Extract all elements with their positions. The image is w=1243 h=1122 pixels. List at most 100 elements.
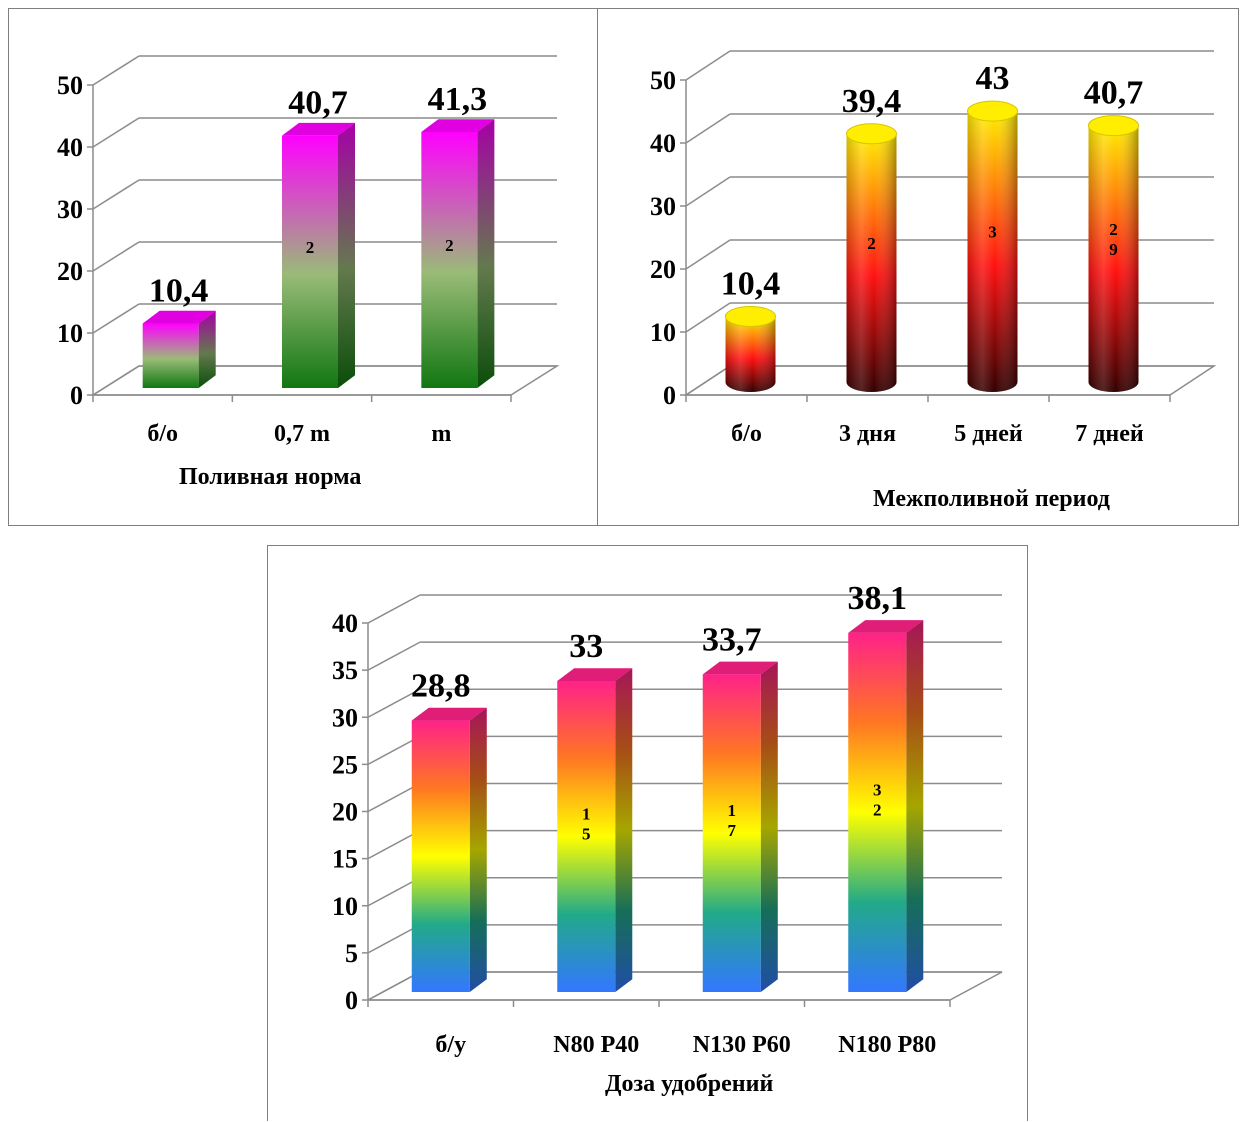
bar: 32: [848, 620, 924, 992]
gridline-side: [92, 179, 140, 210]
x-tick-label: 0,7 m: [274, 421, 330, 447]
data-label: 38,1: [848, 580, 908, 617]
y-tick-label: 40: [332, 609, 358, 638]
bar-top-shade: [282, 122, 355, 136]
y-tick-label: 10: [650, 318, 676, 347]
gridline-side: [367, 971, 421, 1001]
bar: [142, 310, 216, 388]
bar-inner-label: 5: [582, 824, 591, 843]
bar-side-shade: [469, 707, 487, 992]
bar-shading: [1088, 125, 1139, 392]
y-tick-label: 15: [332, 845, 358, 874]
bar-cap: [1088, 115, 1139, 137]
bar-side: [615, 668, 633, 992]
bar-top: [411, 707, 487, 721]
bar: [725, 305, 776, 392]
bar: [411, 707, 487, 992]
bar-top: [142, 310, 216, 324]
bar-side: [906, 620, 924, 992]
bar-side: [477, 119, 495, 388]
bar-inner-label: 7: [728, 821, 737, 840]
bar-front: [411, 720, 470, 992]
bar-shading: [846, 133, 897, 392]
bar-front: [848, 632, 907, 992]
gridline-side: [92, 55, 140, 86]
bar-top-shade: [411, 707, 487, 721]
bar-inner-label: 1: [582, 804, 591, 823]
y-tick-label: 50: [57, 71, 83, 100]
bar-top: [557, 668, 633, 681]
y-tick-label: 0: [345, 986, 358, 1015]
x-tick-label: N80 P40: [553, 1032, 639, 1058]
bar-side: [469, 707, 487, 992]
x-axis-title: Доза удобрений: [605, 1071, 774, 1097]
y-tick-label: 10: [332, 892, 358, 921]
bar-front: [421, 131, 478, 388]
bar-top-shade: [557, 668, 633, 681]
bar-side-shade: [338, 122, 355, 388]
bar-cap: [846, 123, 897, 145]
bar-inner-label: 3: [988, 223, 997, 242]
x-axis-title: Поливная норма: [179, 464, 362, 490]
chart-panel-irrigation-rate: 0 10 20 30 40 50 10,4 б/о 2 40,7 0,7 m 2 41,3 m Полив…: [8, 8, 598, 526]
bar-top-shade: [142, 310, 216, 324]
x-tick-label: N180 P80: [838, 1032, 936, 1058]
bar-front: [702, 674, 761, 992]
gridline-side: [367, 594, 421, 624]
x-tick-label: 5 дней: [954, 421, 1023, 447]
bar-shading: [725, 316, 776, 392]
x-tick-label: б/о: [731, 421, 762, 447]
x-tick-label: б/у: [435, 1032, 466, 1058]
gridline-side: [685, 176, 731, 207]
gridline-side: [92, 117, 140, 148]
bar: 2: [282, 122, 355, 388]
y-tick-label: 35: [332, 656, 358, 685]
bar-side-shade: [198, 310, 216, 388]
gridline-side: [367, 877, 421, 907]
bar-side-shade: [760, 661, 778, 992]
bar-top-shade: [848, 620, 924, 633]
bar-inner-label: 3: [873, 780, 882, 799]
bar-top: [421, 119, 495, 132]
bar-front: [557, 680, 616, 992]
gridline-side: [367, 924, 421, 954]
bar: 29: [1088, 115, 1139, 392]
y-tick-label: 0: [70, 381, 83, 410]
y-tick-label: 30: [650, 192, 676, 221]
data-label: 33: [569, 628, 603, 665]
bar-cap: [725, 305, 776, 327]
y-tick-label: 30: [57, 195, 83, 224]
bar-top: [282, 122, 355, 136]
bar-side-shade: [615, 668, 633, 992]
y-tick-label: 50: [650, 66, 676, 95]
bar: 2: [846, 123, 897, 392]
gridline-side: [685, 302, 731, 333]
bar-shading: [967, 111, 1018, 392]
y-tick-label: 20: [57, 257, 83, 286]
x-tick-label: 7 дней: [1075, 421, 1144, 447]
gridline-side: [92, 365, 140, 396]
x-tick-label: б/о: [147, 421, 178, 447]
gridline-side: [92, 303, 140, 334]
y-tick-label: 20: [650, 255, 676, 284]
bar: 15: [557, 668, 633, 992]
gridline-side: [685, 50, 731, 81]
bar: 2: [421, 119, 495, 388]
x-tick-label: 3 дня: [839, 421, 896, 447]
bar-side: [338, 122, 355, 388]
gridline-side: [367, 829, 421, 860]
gridline-side: [367, 688, 421, 718]
data-label: 33,7: [702, 621, 762, 658]
x-axis-title: Межполивной период: [873, 486, 1110, 512]
y-tick-label: 30: [332, 703, 358, 732]
data-label: 28,8: [411, 668, 471, 705]
bar-side-shade: [477, 119, 495, 388]
x-tick-label: m: [431, 421, 451, 447]
bar-inner-label: 2: [867, 234, 876, 253]
x-tick-label: N130 P60: [693, 1032, 791, 1058]
data-label: 10,4: [721, 265, 781, 302]
y-tick-label: 25: [332, 750, 358, 779]
gridline-side: [685, 113, 731, 144]
